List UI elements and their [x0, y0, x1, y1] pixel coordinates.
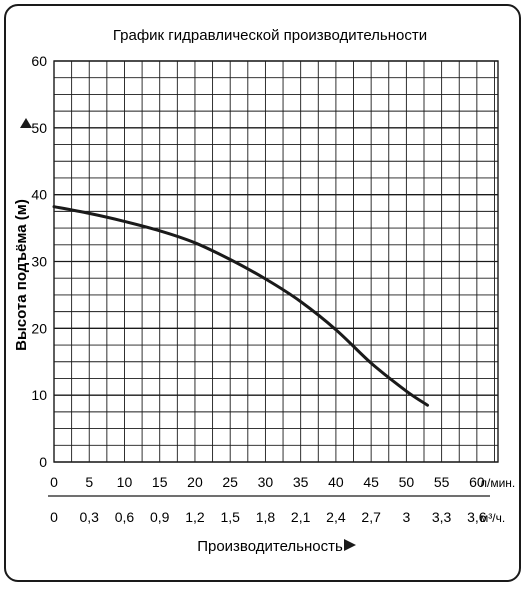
- y-tick-label: 50: [31, 120, 47, 136]
- x-tick-label-secondary: 0,6: [115, 509, 135, 525]
- y-tick-labels: 0 10 20 30 40 50 60: [31, 53, 47, 470]
- x-tick-label-secondary: 1,2: [185, 509, 205, 525]
- x-tick-label-primary: 25: [222, 474, 238, 490]
- x-tick-label-primary: 40: [328, 474, 344, 490]
- x-tick-label-primary: 50: [399, 474, 415, 490]
- x-tick-label-secondary: 2,4: [326, 509, 346, 525]
- y-tick-label: 0: [39, 454, 47, 470]
- y-tick-label: 30: [31, 254, 47, 270]
- chart-grid: [53, 60, 499, 463]
- y-tick-label: 60: [31, 53, 47, 69]
- x-tick-label-primary: 20: [187, 474, 203, 490]
- x-tick-label-primary: 15: [152, 474, 168, 490]
- x-tick-label-secondary: 1,8: [256, 509, 276, 525]
- x-tick-label-secondary: 3,6: [467, 509, 487, 525]
- y-tick-label: 40: [31, 187, 47, 203]
- x-tick-label-secondary: 3: [402, 509, 410, 525]
- x-unit-primary: л/мин.: [480, 476, 515, 490]
- x-tick-label-primary: 60: [469, 474, 485, 490]
- x-tick-labels-primary: 0 5 10 15 20 25 30 35 40 45 50 55 60: [50, 474, 485, 490]
- x-tick-label-secondary: 0: [50, 509, 58, 525]
- x-tick-label-secondary: 0,3: [80, 509, 100, 525]
- x-unit-secondary: м³/ч.: [480, 511, 505, 525]
- chart-title: График гидравлической производительности: [113, 27, 427, 44]
- y-tick-label: 20: [31, 320, 47, 336]
- x-tick-label-secondary: 2,1: [291, 509, 311, 525]
- x-tick-label-primary: 30: [258, 474, 274, 490]
- x-tick-label-secondary: 0,9: [150, 509, 170, 525]
- x-axis-arrow-icon: [344, 539, 356, 551]
- x-tick-label-primary: 0: [50, 474, 58, 490]
- plot-border: [53, 60, 499, 463]
- x-axis-label: Производительность: [197, 538, 343, 555]
- series-line: [52, 205, 429, 407]
- x-tick-labels-secondary: 0 0,3 0,6 0,9 1,2 1,5 1,8 2,1 2,4 2,7 3 3,3 3,6: [50, 509, 487, 525]
- y-axis-label: Высота подъёма (м): [13, 199, 30, 351]
- y-tick-label: 10: [31, 387, 47, 403]
- x-tick-label-secondary: 2,7: [361, 509, 381, 525]
- chart-frame: [4, 4, 521, 582]
- series-layer: [52, 205, 429, 407]
- x-tick-label-primary: 55: [434, 474, 450, 490]
- y-axis-arrow-icon: [20, 118, 32, 128]
- x-tick-label-primary: 10: [117, 474, 133, 490]
- x-tick-label-secondary: 1,5: [220, 509, 240, 525]
- x-tick-label-primary: 45: [363, 474, 379, 490]
- x-tick-label-primary: 5: [85, 474, 93, 490]
- x-tick-label-primary: 35: [293, 474, 309, 490]
- x-tick-label-secondary: 3,3: [432, 509, 452, 525]
